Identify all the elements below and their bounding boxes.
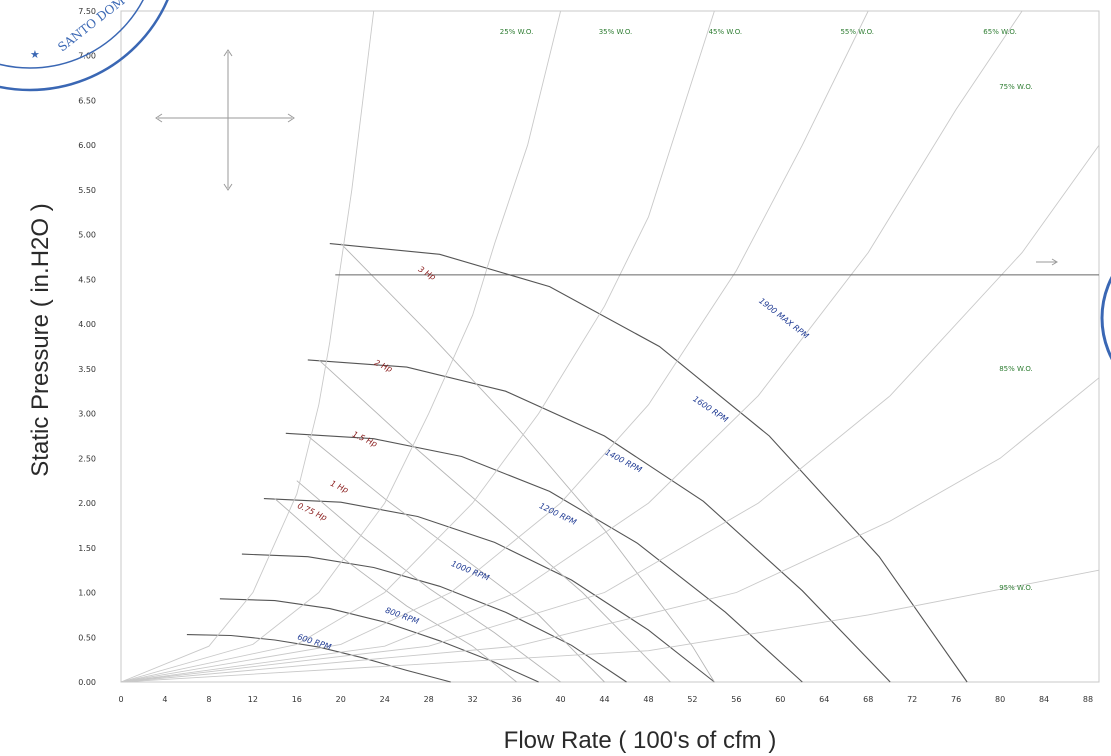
- y-tick-label: 2.50: [78, 454, 96, 463]
- rpm-curve: [241, 553, 627, 683]
- hp-curve: [318, 359, 671, 683]
- y-tick-label: 3.50: [78, 365, 96, 374]
- rpm-curve: [329, 243, 968, 683]
- y-tick-label: 4.00: [78, 320, 96, 329]
- x-tick-label: 12: [248, 695, 258, 704]
- efficiency-label: 95% W.O.: [999, 584, 1033, 592]
- arrow-mark-icon: [1036, 258, 1058, 266]
- efficiency-label: 75% W.O.: [999, 83, 1033, 91]
- svg-text:★: ★: [30, 48, 40, 61]
- system-curve: [120, 10, 562, 683]
- x-tick-label: 44: [599, 695, 609, 704]
- x-tick-label: 20: [336, 695, 346, 704]
- plot-frame: [120, 10, 1100, 683]
- x-tick-label: 48: [643, 695, 653, 704]
- y-tick-label: 7.00: [78, 52, 96, 61]
- cross-arrows-icon: [155, 49, 295, 191]
- x-tick-label: 32: [468, 695, 478, 704]
- hp-curve: [307, 435, 605, 683]
- system-curve: [120, 10, 1023, 683]
- curves-layer: [120, 10, 1100, 683]
- rpm-curve: [186, 634, 451, 683]
- stamp-seal-icon: [1100, 275, 1111, 361]
- rpm-label: 800 RPM: [384, 606, 420, 626]
- x-tick-label: 56: [731, 695, 741, 704]
- y-tick-label: 6.00: [78, 141, 96, 150]
- y-tick-label: 0.50: [78, 633, 96, 642]
- y-tick-label: 4.50: [78, 275, 96, 284]
- efficiency-label: 85% W.O.: [999, 365, 1033, 373]
- system-curve: [120, 10, 375, 683]
- x-tick-label: 52: [687, 695, 697, 704]
- x-tick-label: 28: [424, 695, 434, 704]
- efficiency-label: 65% W.O.: [983, 28, 1017, 36]
- x-tick-label: 24: [380, 695, 390, 704]
- y-tick-label: 1.50: [78, 544, 96, 553]
- y-tick-label: 3.00: [78, 410, 96, 419]
- x-tick-label: 60: [775, 695, 785, 704]
- x-tick-label: 68: [863, 695, 873, 704]
- hp-label: 2 Hp: [373, 358, 394, 374]
- x-tick-label: 40: [555, 695, 565, 704]
- x-tick-label: 0: [118, 695, 123, 704]
- x-axis-title: Flow Rate ( 100's of cfm ): [504, 727, 777, 754]
- y-tick-label: 0.00: [78, 678, 96, 687]
- ticks-layer: 0 4 8 12 16 20 24 28 32 36 40 44 48 52 56 60 64 68 72 76 80 8…: [78, 7, 1093, 704]
- rpm-label: 1400 RPM: [604, 448, 644, 475]
- y-tick-label: 6.50: [78, 96, 96, 105]
- y-tick-label: 5.00: [78, 231, 96, 240]
- rpm-label: 1900 MAX RPM: [757, 296, 810, 340]
- hp-curve: [274, 498, 517, 683]
- y-tick-label: 5.50: [78, 186, 96, 195]
- y-tick-label: 7.50: [78, 7, 96, 16]
- efficiency-label: 55% W.O.: [840, 28, 874, 36]
- x-tick-label: 4: [162, 695, 167, 704]
- x-tick-label: 80: [995, 695, 1005, 704]
- y-tick-label: 2.00: [78, 499, 96, 508]
- rpm-curve: [263, 498, 715, 683]
- chart-plot-area: 0 4 8 12 16 20 24 28 32 36 40 44 48 52 56 60 64 68 72 76 80 8…: [78, 7, 1100, 704]
- x-tick-label: 36: [512, 695, 522, 704]
- rpm-curve: [307, 359, 891, 683]
- x-tick-label: 64: [819, 695, 829, 704]
- hp-label: 1 Hp: [329, 479, 350, 495]
- efficiency-label: 35% W.O.: [599, 28, 633, 36]
- y-axis-title: Static Pressure ( in.H2O ): [27, 203, 54, 476]
- system-curve: [120, 144, 1100, 683]
- y-tick-label: 1.00: [78, 589, 96, 598]
- system-curve: [120, 377, 1100, 683]
- x-tick-label: 8: [206, 695, 211, 704]
- x-tick-label: 84: [1039, 695, 1049, 704]
- x-tick-label: 88: [1083, 695, 1093, 704]
- rpm-curve: [219, 598, 539, 683]
- system-curve: [120, 569, 1100, 683]
- rpm-curve: [285, 432, 803, 683]
- hp-curve: [340, 243, 715, 683]
- system-curve: [120, 10, 869, 683]
- hp-label: 1.5 Hp: [351, 430, 379, 449]
- hp-curve: [296, 480, 561, 683]
- efficiency-label: 45% W.O.: [709, 28, 743, 36]
- hp-label: 0.75 Hp: [296, 501, 328, 522]
- x-tick-label: 16: [292, 695, 302, 704]
- hp-label: 3 Hp: [417, 265, 438, 283]
- system-curve: [120, 10, 715, 683]
- x-tick-label: 76: [951, 695, 961, 704]
- efficiency-label: 25% W.O.: [500, 28, 534, 36]
- x-tick-label: 72: [907, 695, 917, 704]
